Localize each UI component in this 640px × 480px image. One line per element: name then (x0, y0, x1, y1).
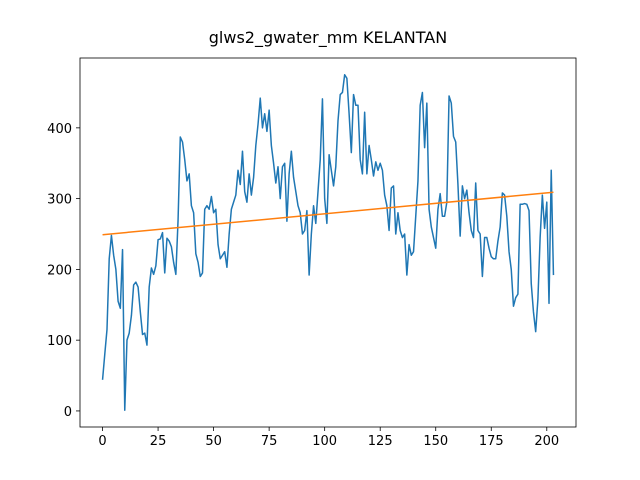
x-tick-label: 75 (261, 434, 278, 449)
data-line (102, 191, 554, 236)
x-tick-label: 125 (368, 434, 393, 449)
x-tick-label: 150 (423, 434, 448, 449)
x-tick-label: 175 (479, 434, 504, 449)
data-line (101, 74, 555, 411)
x-tick-label: 200 (534, 434, 559, 449)
x-tick-label: 25 (150, 434, 167, 449)
y-tick-label: 300 (47, 193, 72, 208)
plot-frame (79, 57, 577, 428)
y-tick-label: 0 (64, 405, 72, 420)
x-tick-label: 0 (98, 434, 106, 449)
y-tick-label: 100 (47, 334, 72, 349)
y-tick-label: 400 (47, 122, 72, 137)
x-tick-label: 50 (205, 434, 222, 449)
chart-title: glws2_gwater_mm KELANTAN (209, 28, 447, 48)
y-tick-label: 200 (47, 263, 72, 278)
x-tick-label: 100 (312, 434, 337, 449)
